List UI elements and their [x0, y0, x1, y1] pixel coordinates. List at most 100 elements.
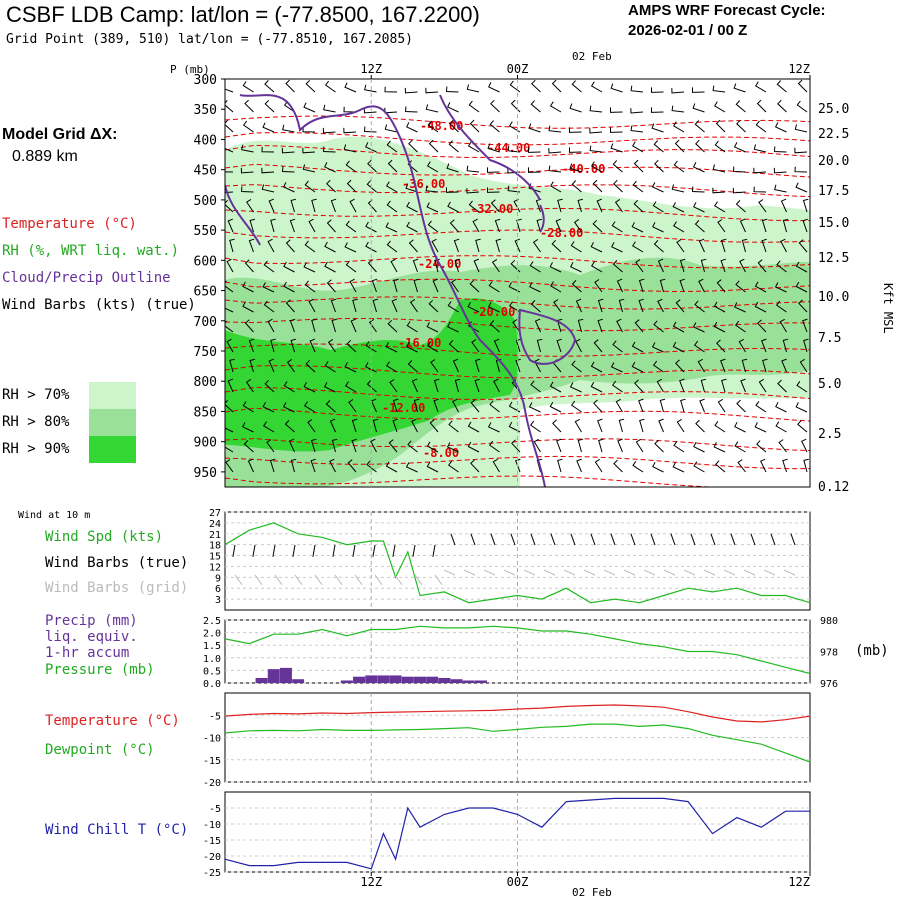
- wind-barb: [569, 127, 582, 133]
- wind-barb: [474, 358, 481, 373]
- height-tick-label: 17.5: [818, 184, 849, 199]
- wind-barb: [426, 161, 439, 173]
- wind-barb: [794, 166, 808, 173]
- dewpoint-label: Dewpoint (°C): [45, 742, 155, 758]
- wind-barb: [487, 187, 500, 193]
- wind-speed-tick-label: 18: [209, 541, 221, 552]
- wind-barb: [734, 441, 746, 453]
- surface-wind-barb-grid: [234, 574, 243, 585]
- wind-barb: [447, 102, 459, 113]
- wind-barb: [285, 239, 295, 253]
- precip-bar: [292, 679, 305, 683]
- wind-barb: [263, 260, 275, 273]
- wind-barb: [618, 418, 625, 433]
- wind-barb: [658, 418, 664, 433]
- surface-wind-barb: [252, 544, 256, 557]
- surface-wind-barb: [610, 533, 616, 546]
- wind-barb: [264, 99, 275, 113]
- wind-speed-tick-label: 3: [215, 595, 221, 606]
- wind-barb: [347, 459, 357, 473]
- wind-barb: [489, 120, 500, 133]
- legend-rh70-label: RH > 70%: [2, 387, 70, 403]
- wind-barb: [489, 320, 500, 333]
- precip-tick-label: 2.5: [203, 616, 221, 627]
- wind-barb: [225, 199, 234, 213]
- wind-barb: [630, 85, 644, 93]
- wind-barb: [618, 298, 625, 313]
- height-tick-label: 25.0: [818, 102, 849, 117]
- wind-barb: [425, 185, 439, 193]
- wind-barb: [466, 165, 480, 173]
- wind-barb: [801, 438, 808, 453]
- bottom-time-tick-label: 12Z: [788, 875, 810, 889]
- wind-speed-tick-label: 24: [209, 519, 221, 530]
- wind-barb: [673, 160, 685, 173]
- wind-barb: [717, 398, 726, 413]
- wind-barb: [448, 140, 459, 153]
- wind-barb: [631, 361, 644, 373]
- wind-barb: [534, 318, 541, 333]
- height-tick-label: 22.5: [818, 127, 849, 142]
- wind-barb: [370, 398, 377, 413]
- wind-barb: [691, 186, 705, 193]
- wind-barb: [692, 162, 705, 173]
- surface-wind-barb-grid: [483, 569, 496, 576]
- wind-barb: [447, 460, 459, 473]
- wind-barb: [267, 238, 275, 253]
- wind-barb: [244, 259, 254, 273]
- wind-barb: [467, 441, 480, 453]
- surface-wind-barb: [530, 533, 536, 546]
- precip-tick-label: 0.5: [203, 666, 221, 677]
- wind-barb: [324, 241, 336, 253]
- wind-barb: [370, 438, 377, 453]
- wind-barb: [741, 358, 748, 373]
- surface-wind-barb: [392, 544, 396, 557]
- wind-barb: [753, 167, 767, 174]
- wind-barb: [270, 218, 276, 233]
- wind-barb: [324, 382, 336, 393]
- wind-barb: [248, 238, 255, 253]
- wind-barb: [304, 240, 316, 253]
- wind-barb: [324, 361, 336, 373]
- wind-barb: [597, 318, 603, 333]
- wind-barb: [303, 401, 316, 413]
- temp-contour-line: [225, 207, 810, 222]
- wind-barb: [548, 148, 562, 154]
- wind-barb: [365, 341, 377, 353]
- surface-wind-barb: [450, 533, 456, 546]
- wind-barb: [310, 438, 317, 453]
- wind-barb: [556, 438, 562, 453]
- wind-barb: [305, 359, 316, 373]
- wind-barb: [454, 378, 461, 393]
- wind-barb: [289, 318, 296, 333]
- temp-tick-label: -10: [203, 734, 221, 745]
- wind-barb: [632, 461, 644, 473]
- wind-barb: [469, 119, 480, 133]
- pressure-tick-label: 700: [194, 315, 217, 330]
- surface-wind-barb-grid: [314, 574, 323, 585]
- wind-barb: [590, 242, 603, 253]
- surface-wind-barb-grid: [414, 574, 423, 585]
- wind-barb: [570, 241, 582, 253]
- precip-bar: [426, 676, 439, 683]
- temp-tick-label: -15: [203, 756, 221, 767]
- wind-barb: [712, 85, 726, 93]
- surface-wind-barb-grid: [463, 569, 476, 576]
- temp-contour-line: [225, 255, 810, 269]
- wind-barb: [290, 458, 297, 473]
- wind-barb: [388, 439, 398, 453]
- wind-barb: [225, 100, 234, 113]
- wind-barb: [761, 218, 768, 233]
- windchill-label: Wind Chill T (°C): [45, 822, 189, 838]
- wind-barb: [290, 338, 297, 353]
- wind-barb: [466, 84, 480, 93]
- precip-bar: [401, 676, 414, 683]
- wind-barb: [286, 358, 295, 373]
- wind-barb: [795, 182, 808, 193]
- wind-barbs-grid-label: Wind Barbs (grid): [45, 580, 189, 596]
- wind-barb: [694, 220, 705, 233]
- wind-barb: [448, 340, 459, 353]
- wind-barb: [535, 198, 542, 213]
- wind-barb: [756, 99, 767, 113]
- wind-barb: [754, 301, 767, 313]
